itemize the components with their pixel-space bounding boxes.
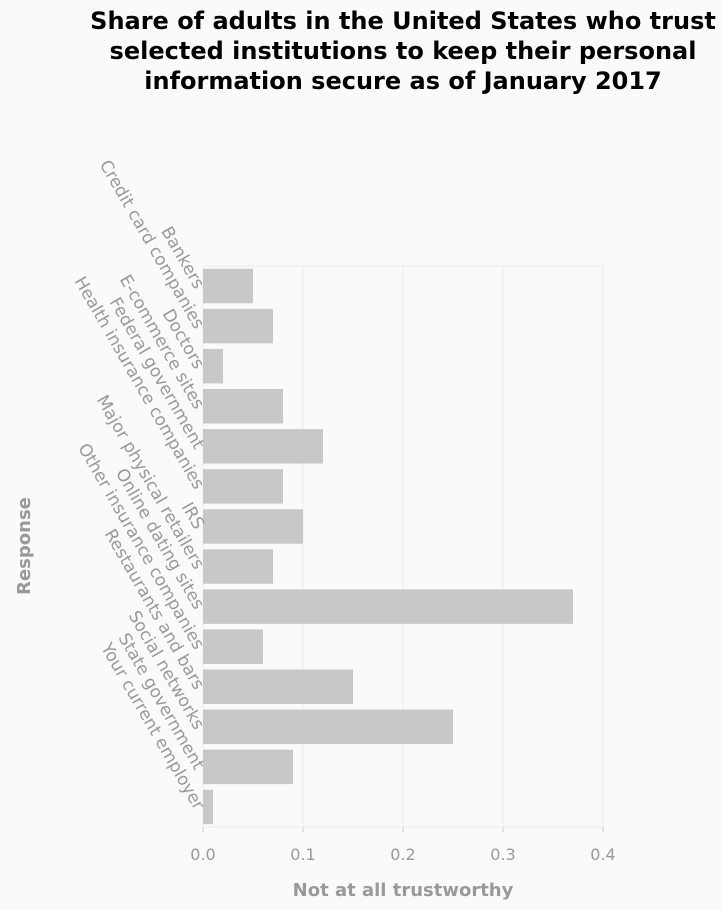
- bar: [203, 709, 453, 745]
- bar: [203, 469, 283, 504]
- x-tick-label: 0.0: [190, 845, 215, 864]
- bar: [203, 429, 323, 464]
- x-axis-title: Not at all trustworthy: [293, 880, 514, 901]
- bar: [203, 389, 283, 424]
- bar: [203, 629, 263, 664]
- chart-title: Share of adults in the United States who…: [90, 7, 716, 95]
- y-axis-title: Response: [14, 497, 35, 595]
- x-tick-labels: 0.0 0.1 0.2 0.3 0.4: [190, 845, 615, 864]
- grid-lines: [202, 265, 604, 832]
- bar: [203, 509, 303, 544]
- bar: [203, 789, 213, 825]
- bar: [203, 549, 273, 584]
- bar: [203, 589, 573, 624]
- x-tick-label: 0.2: [390, 845, 415, 864]
- x-tick-label: 0.4: [590, 845, 615, 864]
- bar-series: [203, 268, 573, 825]
- bar: [203, 308, 273, 344]
- x-tick-label: 0.3: [490, 845, 515, 864]
- bar: [203, 749, 293, 785]
- bar: [203, 669, 353, 704]
- x-tick-label: 0.1: [290, 845, 315, 864]
- bar: [203, 348, 223, 384]
- bar: [203, 268, 253, 304]
